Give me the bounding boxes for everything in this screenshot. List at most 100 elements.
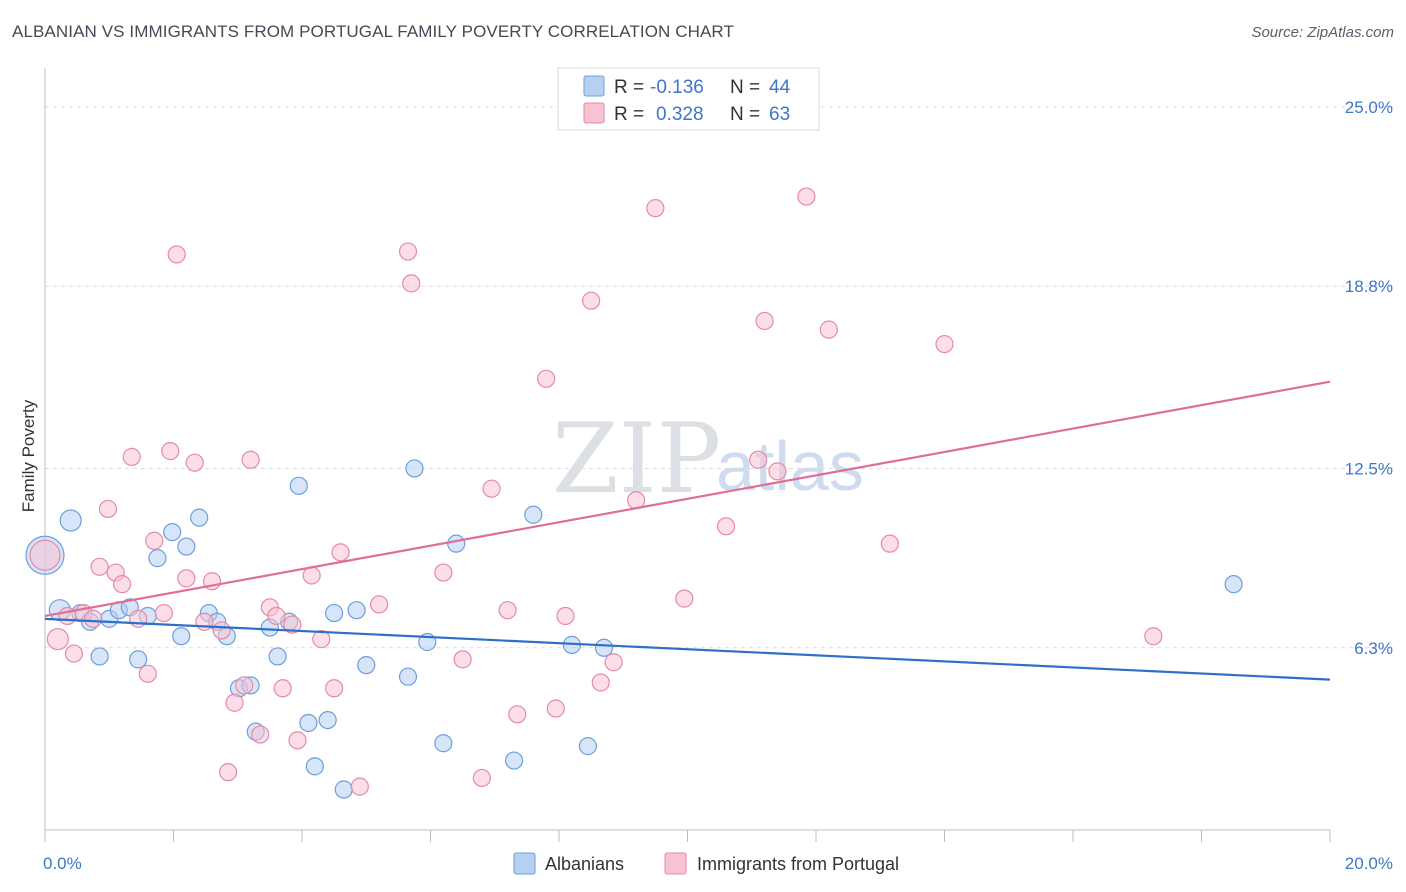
albanian-point [305,757,324,776]
portugal-point [84,609,103,628]
y-tick-label: 6.3% [1354,639,1393,658]
portugal-point [675,589,694,608]
portugal-point [185,453,204,472]
trend-lines [44,380,1331,681]
legend-n-label-2: N = [730,104,760,125]
albanian-point [90,647,109,666]
legend-n-value-1: 44 [769,77,791,98]
portugal-point [129,609,148,628]
portugal-point [434,563,453,582]
bottom-legend-label-albanians: Albanians [545,854,624,874]
portugal-point [273,679,292,698]
portugal-point [283,615,302,634]
portugal-point [498,601,517,620]
albanian-point [1224,575,1243,594]
portugal-point [235,676,254,695]
portugal-point [350,777,369,796]
portugal-point [537,369,556,388]
portugal-point [716,517,736,536]
albanian-point [177,537,196,556]
legend-n-value-2: 63 [769,104,790,125]
portugal-point [46,628,69,651]
portugal-point [167,245,186,264]
portugal-point [225,693,244,712]
portugal-point [219,763,238,782]
albanian-trend-line [44,617,1331,681]
portugal-point [604,653,623,672]
portugal-point [331,543,350,562]
portugal-point [935,334,954,354]
portugal-point [398,242,418,261]
albanian-point [299,713,318,733]
portugal-point [29,539,61,571]
portugal-point [453,650,472,669]
bottom-legend-swatch-albanians [513,852,536,875]
portugal-point [177,569,196,588]
portugal-point [768,462,787,481]
portugal-point [98,499,118,519]
axes [44,68,1331,842]
albanian-point [398,667,418,686]
albanian-point [59,509,82,532]
portugal-point [819,320,838,339]
portugal-point [556,606,575,626]
portugal-point [546,699,565,718]
albanian-point [163,522,182,542]
albanian-point [524,505,543,524]
portugal-trend-line [44,380,1331,618]
bottom-legend-label-portugal: Immigrants from Portugal [697,854,899,874]
portugal-point [251,725,270,744]
legend-swatch-albanians [583,75,605,97]
albanian-point [434,734,453,753]
albanian-point [578,737,598,756]
portugal-point [122,447,141,466]
portugal-point [749,450,768,469]
legend-r-value-1: -0.136 [650,77,704,98]
portugal-point [161,442,180,461]
albanian-point [318,710,337,730]
albanian-point [190,508,209,527]
portugal-point [138,664,157,683]
albanian-point [325,603,344,623]
top-legend: R = -0.136 N = 44 R = 0.328 N = 63 [557,67,820,131]
albanian-point [129,650,148,669]
legend-r-label-2: R = [614,104,644,125]
albanian-point [405,459,424,478]
portugal-point [154,603,173,623]
portugal-point [370,595,389,614]
portugal-point [508,705,527,724]
albanian-point [268,647,287,666]
albanian-point [447,534,466,553]
portugal-point [112,575,132,594]
portugal-point [1144,627,1163,646]
portugal-point [646,199,665,218]
albanian-point [334,780,353,799]
portugal-point [582,291,601,310]
albanian-point [504,751,524,770]
legend-swatch-portugal [583,102,605,124]
albanian-point [347,601,366,620]
portugal-point [90,557,109,576]
portugal-point [241,450,260,469]
source-label: Source: ZipAtlas.com [1251,24,1394,41]
tick-labels: 6.3% 12.5% 18.8% 25.0% 0.0% 20.0% [43,98,1393,873]
watermark-atlas: atlas [716,427,864,505]
albanian-point [289,476,308,495]
y-tick-label: 18.8% [1345,277,1393,296]
portugal-point [880,534,899,553]
portugal-point [797,187,816,206]
y-tick-label: 12.5% [1345,459,1393,478]
portugal-point [267,606,286,626]
legend-n-label-1: N = [730,77,760,98]
y-tick-label: 25.0% [1345,98,1393,117]
portugal-point [64,644,84,663]
x-tick-label-max: 20.0% [1345,854,1393,873]
portugal-point [325,679,344,698]
portugal-point [288,731,307,750]
portugal-point [591,673,610,692]
albanian-point [148,549,167,568]
albanian-point [172,627,191,646]
chart-title: ALBANIAN VS IMMIGRANTS FROM PORTUGAL FAM… [12,22,734,41]
portugal-point [472,768,491,788]
portugal-point [312,630,331,649]
